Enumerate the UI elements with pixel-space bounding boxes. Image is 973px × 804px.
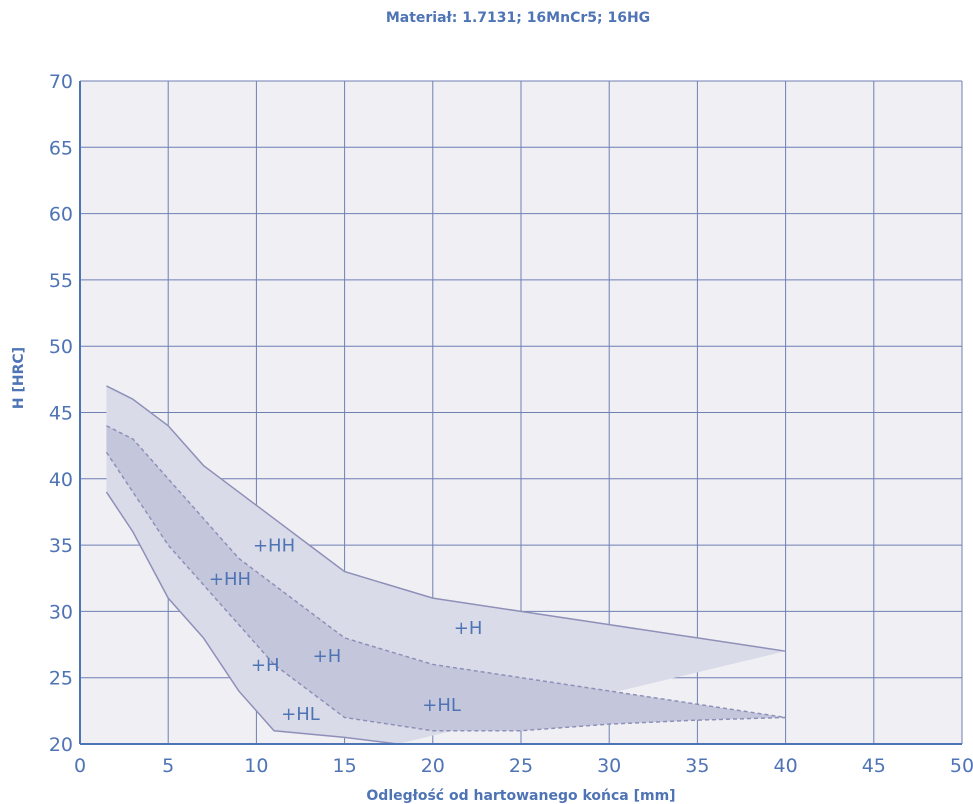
- band-label-5: +HL: [422, 695, 461, 716]
- hardness-bands: [106, 385, 786, 744]
- x-tick-label-3: 15: [333, 755, 357, 777]
- x-tick-label-9: 45: [862, 755, 886, 777]
- lower-limit-curve: [105, 491, 398, 745]
- hardness-curves: [105, 385, 786, 745]
- lower-inner-curve: [105, 451, 786, 732]
- x-tick-label-5: 25: [509, 755, 533, 777]
- grid-lines: [79, 80, 963, 745]
- x-tick-labels: 0 5 10 15 20 25 30 35 40 45 50: [74, 755, 973, 777]
- y-tick-label-1: 25: [49, 668, 73, 690]
- band-label-6: +HL: [281, 704, 320, 725]
- band-label-1: +HH: [209, 569, 251, 590]
- y-tick-label-3: 35: [49, 535, 73, 557]
- y-tick-label-5: 45: [49, 403, 73, 425]
- x-tick-label-0: 0: [74, 755, 86, 777]
- x-tick-label-7: 35: [685, 755, 709, 777]
- y-tick-label-2: 30: [49, 601, 73, 623]
- y-tick-label-7: 55: [49, 270, 73, 292]
- band-label-4: +H: [251, 655, 280, 676]
- x-tick-label-1: 5: [162, 755, 174, 777]
- y-tick-label-4: 40: [49, 469, 73, 491]
- x-tick-label-2: 10: [244, 755, 268, 777]
- inner-band: [106, 425, 786, 731]
- x-tick-label-10: 50: [950, 755, 973, 777]
- band-labels: +HH+HH +H +H +H +HL +HL: [209, 536, 483, 725]
- x-tick-label-4: 20: [421, 755, 445, 777]
- y-tick-label-9: 65: [49, 137, 73, 159]
- x-tick-label-6: 30: [597, 755, 621, 777]
- x-axis-title: Odległość od hartowanego końca [mm]: [366, 788, 675, 804]
- y-tick-label-8: 60: [49, 204, 73, 226]
- band-label-2: +H: [454, 618, 483, 639]
- x-tick-label-8: 40: [774, 755, 798, 777]
- y-tick-label-0: 20: [49, 734, 73, 756]
- band-label-3: +H: [313, 646, 342, 667]
- y-tick-label-6: 50: [49, 336, 73, 358]
- upper-limit-curve: [106, 385, 786, 652]
- y-tick-label-10: 70: [49, 71, 73, 93]
- band-label-0: +HH: [253, 536, 295, 557]
- chart-title: Materiał: 1.7131; 16MnCr5; 16HG: [386, 10, 650, 26]
- y-tick-labels: 20 25 30 35 40 45 50 55 60 65 70: [49, 71, 73, 756]
- y-axis-title: H [HRC]: [11, 347, 27, 409]
